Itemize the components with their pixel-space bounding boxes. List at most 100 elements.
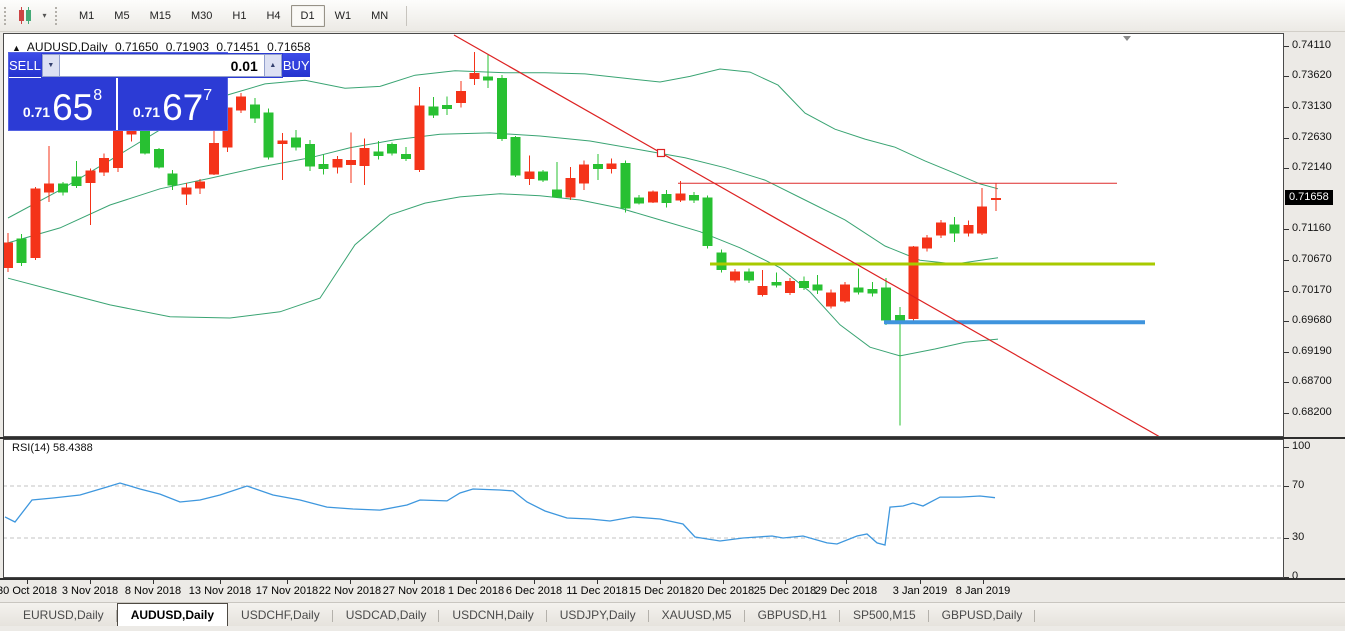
buy-button[interactable]: BUY [282, 53, 310, 78]
candle-body[interactable] [318, 164, 329, 169]
chart-tab-gbpusd-daily[interactable]: GBPUSD,Daily [929, 606, 1036, 626]
candle-body[interactable] [579, 164, 590, 184]
collapse-triangle-icon[interactable]: ▲ [12, 43, 21, 53]
chart-type-dropdown-icon[interactable]: ▾ [42, 11, 47, 20]
timeframe-button-d1[interactable]: D1 [290, 4, 325, 27]
candle-body[interactable] [812, 284, 823, 291]
candle-body[interactable] [208, 143, 219, 175]
candle-body[interactable] [538, 171, 549, 181]
chart-tab-eurusd-daily[interactable]: EURUSD,Daily [10, 606, 117, 626]
candle-body[interactable] [263, 112, 274, 158]
candle-body[interactable] [963, 225, 974, 234]
chart-tab-sp500-m15[interactable]: SP500,M15 [840, 606, 929, 626]
candlestick-chart[interactable] [3, 33, 1284, 437]
candle-body[interactable] [57, 183, 68, 193]
candle-body[interactable] [496, 77, 507, 140]
buy-price-display[interactable]: 0.71 67 7 [118, 78, 227, 130]
candle-body[interactable] [826, 292, 837, 307]
candle-body[interactable] [153, 149, 164, 168]
candle-body[interactable] [730, 271, 741, 281]
candle-body[interactable] [250, 104, 260, 119]
timeframe-button-mn[interactable]: MN [371, 9, 389, 22]
timeframe-button-h4[interactable]: H4 [266, 9, 281, 22]
candle-body[interactable] [414, 105, 425, 170]
candle-body[interactable] [743, 271, 754, 281]
candle-body[interactable] [99, 157, 109, 173]
toolbar-grip-2[interactable] [55, 6, 59, 25]
candle-body[interactable] [716, 252, 727, 271]
candle-body[interactable] [291, 137, 302, 148]
candle-body[interactable] [346, 159, 356, 166]
candle-body[interactable] [181, 187, 192, 195]
trendline-handle[interactable] [656, 148, 666, 158]
candle-body[interactable] [977, 206, 988, 234]
candle-body[interactable] [990, 197, 1001, 201]
candle-body[interactable] [661, 193, 672, 203]
candle-body[interactable] [634, 197, 645, 204]
candle-body[interactable] [236, 96, 247, 111]
candle-body[interactable] [908, 246, 919, 320]
timeframe-button-m30[interactable]: M30 [190, 9, 213, 22]
candle-body[interactable] [195, 181, 206, 189]
candle-body[interactable] [647, 191, 658, 203]
candle-body[interactable] [428, 106, 439, 116]
chart-shift-marker-icon[interactable] [1123, 36, 1131, 41]
chart-tab-usdjpy-daily[interactable]: USDJPY,Daily [547, 606, 649, 626]
candle-body[interactable] [400, 154, 411, 159]
candle-body[interactable] [387, 144, 398, 154]
candle-body[interactable] [593, 164, 603, 169]
candle-body[interactable] [85, 170, 96, 184]
candle-body[interactable] [304, 144, 315, 167]
candle-body[interactable] [565, 177, 576, 198]
volume-input[interactable] [59, 54, 264, 77]
candle-body[interactable] [455, 90, 466, 104]
candle-body[interactable] [277, 140, 288, 144]
rsi-scale-axis[interactable]: 100 70 30 0 [1284, 439, 1345, 582]
candle-body[interactable] [524, 171, 535, 179]
timeframe-button-h1[interactable]: H1 [232, 9, 247, 22]
panel-splitter[interactable] [0, 437, 1345, 439]
candle-body[interactable] [798, 280, 809, 289]
candle-body[interactable] [359, 148, 370, 166]
candle-body[interactable] [867, 288, 878, 294]
timeframe-button-w1[interactable]: W1 [334, 9, 352, 22]
candle-body[interactable] [702, 197, 713, 246]
candle-body[interactable] [620, 162, 631, 209]
candle-chart-icon[interactable] [12, 5, 38, 27]
candle-body[interactable] [551, 189, 562, 198]
timeframe-button-m1[interactable]: M1 [79, 9, 95, 22]
candle-body[interactable] [373, 151, 384, 156]
candle-body[interactable] [853, 287, 864, 293]
timeframe-button-m15[interactable]: M15 [149, 9, 171, 22]
chart-tab-gbpusd-h1[interactable]: GBPUSD,H1 [745, 606, 840, 626]
candle-body[interactable] [112, 127, 123, 169]
chart-tab-usdchf-daily[interactable]: USDCHF,Daily [228, 606, 333, 626]
candle-body[interactable] [44, 183, 55, 193]
candle-body[interactable] [469, 72, 480, 79]
candle-body[interactable] [881, 287, 892, 321]
candle-body[interactable] [936, 222, 946, 236]
price-axis[interactable]: 0.74110 0.73620 0.73130 0.72630 0.72140 0.711… [1284, 33, 1345, 437]
chart-tab-xauusd-m5[interactable]: XAUUSD,M5 [649, 606, 745, 626]
rsi-indicator-panel[interactable]: RSI(14) 58.4388 [3, 439, 1284, 578]
candle-body[interactable] [442, 105, 452, 110]
candle-body[interactable] [839, 284, 850, 302]
chart-tab-usdcad-daily[interactable]: USDCAD,Daily [333, 606, 440, 626]
volume-increase-icon[interactable]: ▲ [263, 54, 282, 77]
time-axis[interactable]: 30 Oct 2018 3 Nov 2018 8 Nov 2018 13 Nov 20… [0, 580, 1345, 602]
candle-body[interactable] [332, 159, 343, 168]
main-chart-area[interactable] [3, 33, 1284, 437]
candle-body[interactable] [16, 238, 27, 264]
candle-body[interactable] [675, 193, 686, 201]
sell-button[interactable]: SELL [9, 53, 41, 78]
candle-body[interactable] [949, 224, 960, 234]
candle-body[interactable] [785, 280, 795, 294]
candle-body[interactable] [922, 237, 933, 249]
candle-body[interactable] [606, 163, 617, 169]
candle-body[interactable] [894, 315, 905, 321]
chart-tab-audusd-daily[interactable]: AUDUSD,Daily [116, 603, 229, 626]
candle-body[interactable] [3, 242, 13, 269]
toolbar-grip[interactable] [4, 6, 8, 25]
candle-body[interactable] [483, 76, 494, 81]
timeframe-button-m5[interactable]: M5 [114, 9, 130, 22]
